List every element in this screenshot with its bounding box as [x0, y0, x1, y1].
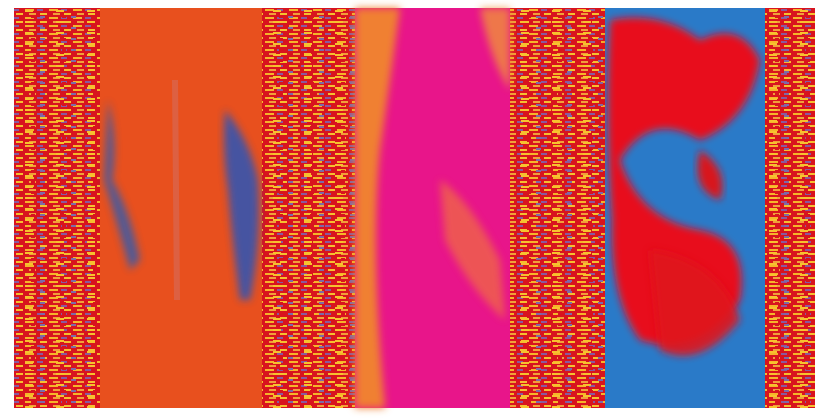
- red-blue-band: [605, 8, 765, 408]
- orange-band: [100, 8, 262, 408]
- pink-band: [355, 8, 510, 408]
